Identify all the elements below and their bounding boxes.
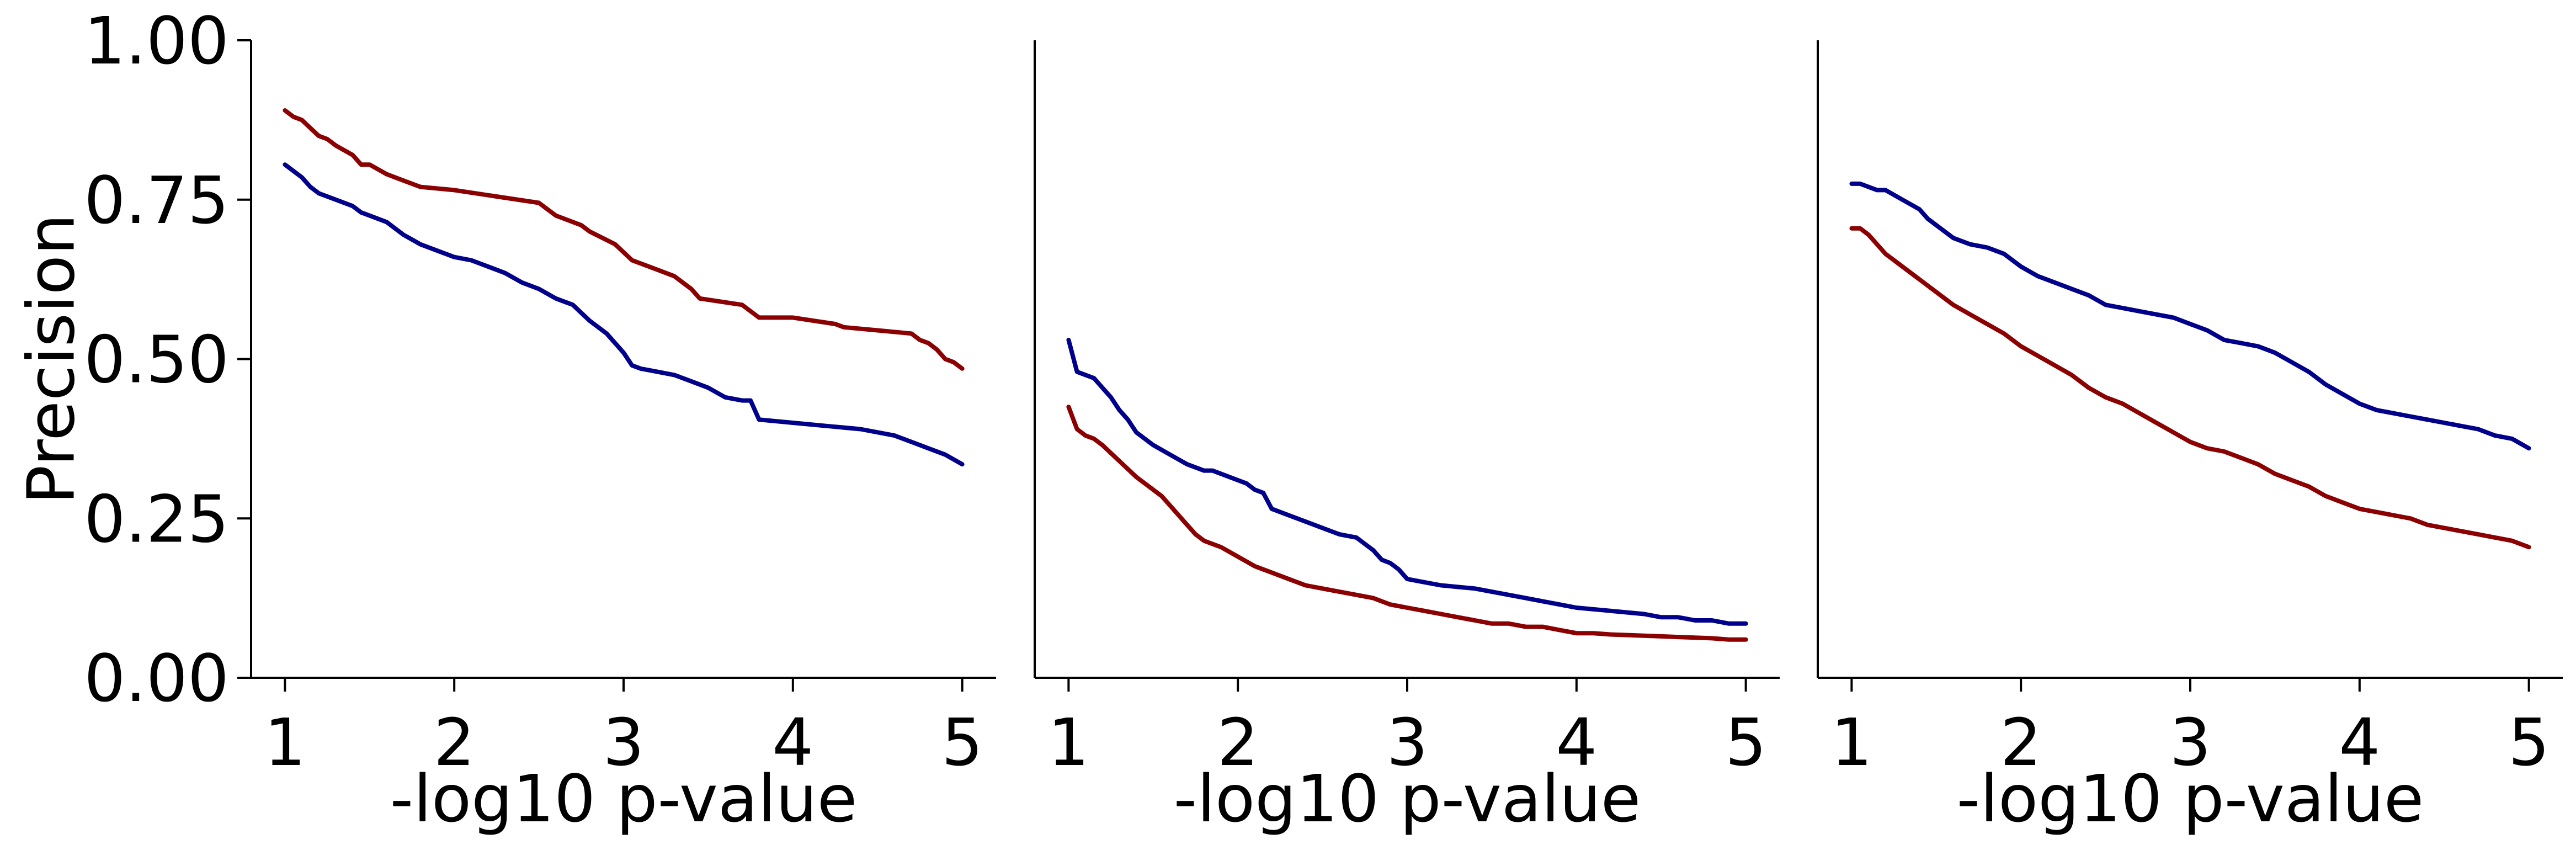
x-tick-label: 2 [1217, 704, 1259, 780]
x-tick-label: 5 [941, 704, 983, 780]
x-tick-label: 3 [603, 704, 644, 780]
y-tick-label: 0.25 [84, 481, 229, 557]
y-axis-label: Precision [13, 214, 89, 504]
x-tick-label: 3 [2169, 704, 2211, 780]
series-line-2 [283, 162, 965, 467]
x-tick-label: 2 [2000, 704, 2042, 780]
series-line-1 [283, 108, 965, 371]
x-tick-label: 5 [1725, 704, 1766, 780]
chart-panel-1: 1 2 3 4 5 0.00 0.25 0.50 0.75 1.00 -log10 p-value P… [13, 3, 996, 837]
x-axis-label: -log10 p-value [390, 761, 858, 837]
x-tick-label: 3 [1386, 704, 1428, 780]
series-line-2 [1066, 405, 1748, 642]
x-tick-label: 1 [264, 704, 306, 780]
x-tick-label: 1 [1048, 704, 1089, 780]
series-line-1 [1849, 181, 2531, 451]
y-tick-label: 0.50 [84, 322, 229, 398]
y-tick-label: 0.00 [84, 640, 229, 716]
x-tick-label: 2 [434, 704, 475, 780]
chart-panel-3: 1 2 3 4 5 -log10 p-value [1817, 40, 2563, 837]
y-tick-label: 0.75 [84, 162, 229, 238]
x-tick-label: 5 [2508, 704, 2550, 780]
x-tick-label: 4 [2339, 704, 2380, 780]
series-line-1 [1066, 337, 1748, 626]
series-line-2 [1849, 226, 2531, 550]
y-tick-label: 1.00 [84, 3, 229, 79]
x-tick-label: 4 [772, 704, 813, 780]
x-axis-label: -log10 p-value [1957, 761, 2424, 837]
x-tick-label: 1 [1831, 704, 1872, 780]
x-tick-label: 4 [1556, 704, 1597, 780]
chart-panel-2: 1 2 3 4 5 -log10 p-value [1034, 40, 1780, 837]
x-axis-label: -log10 p-value [1174, 761, 1641, 837]
